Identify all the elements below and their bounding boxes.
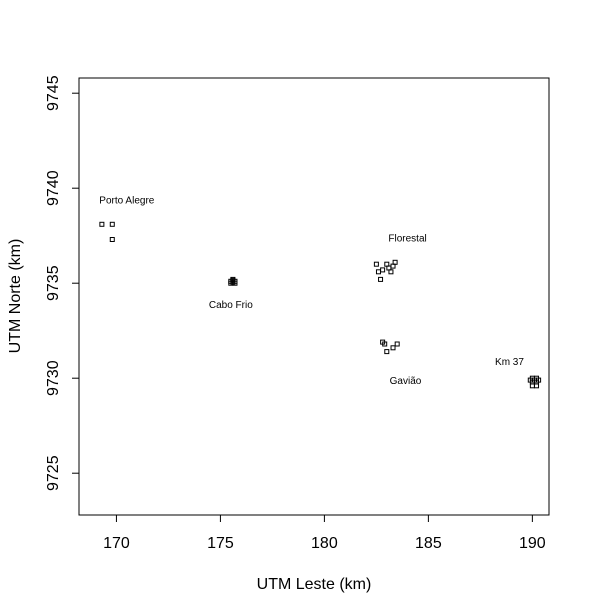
data-point [375,269,381,275]
x-tick-label: 190 [519,535,546,552]
data-point [527,377,533,383]
data-point [378,276,384,282]
y-tick-label: 9745 [45,75,62,111]
data-point [109,221,115,227]
x-axis: 170 175 180 185 190 [103,515,546,552]
y-tick-label: 9725 [45,455,62,491]
site-label: Porto Alegre [99,196,154,207]
data-point [109,237,115,242]
data-point [536,377,542,383]
x-tick-label: 175 [207,535,234,552]
y-axis: 9725 9730 9735 9740 9745 [45,75,79,491]
x-tick-label: 185 [415,535,442,552]
x-axis-title: UTM Leste (km) [257,576,372,593]
data-points [99,221,542,389]
site-label: Gavião [390,376,422,387]
data-point [534,383,540,389]
site-label: Florestal [388,234,426,245]
site-labels: Porto Alegre Cabo Frio Florestal Gavião Km 3… [99,196,524,388]
data-point [388,269,394,275]
data-point [380,267,386,273]
plot-frame [78,77,550,516]
data-point [382,341,388,347]
x-tick-label: 180 [311,535,338,552]
data-point [384,349,390,355]
data-point [394,341,400,347]
site-label: Cabo Frio [209,300,253,311]
data-point [390,263,396,269]
x-tick-label: 170 [103,535,130,552]
y-tick-label: 9740 [45,170,62,206]
y-tick-label: 9735 [45,265,62,301]
y-axis-title: UTM Norte (km) [7,239,24,354]
data-point [390,345,396,351]
data-point [373,261,379,267]
data-point [230,277,236,283]
site-label: Km 37 [495,357,524,368]
data-point [99,221,105,227]
y-tick-label: 9730 [45,360,62,396]
